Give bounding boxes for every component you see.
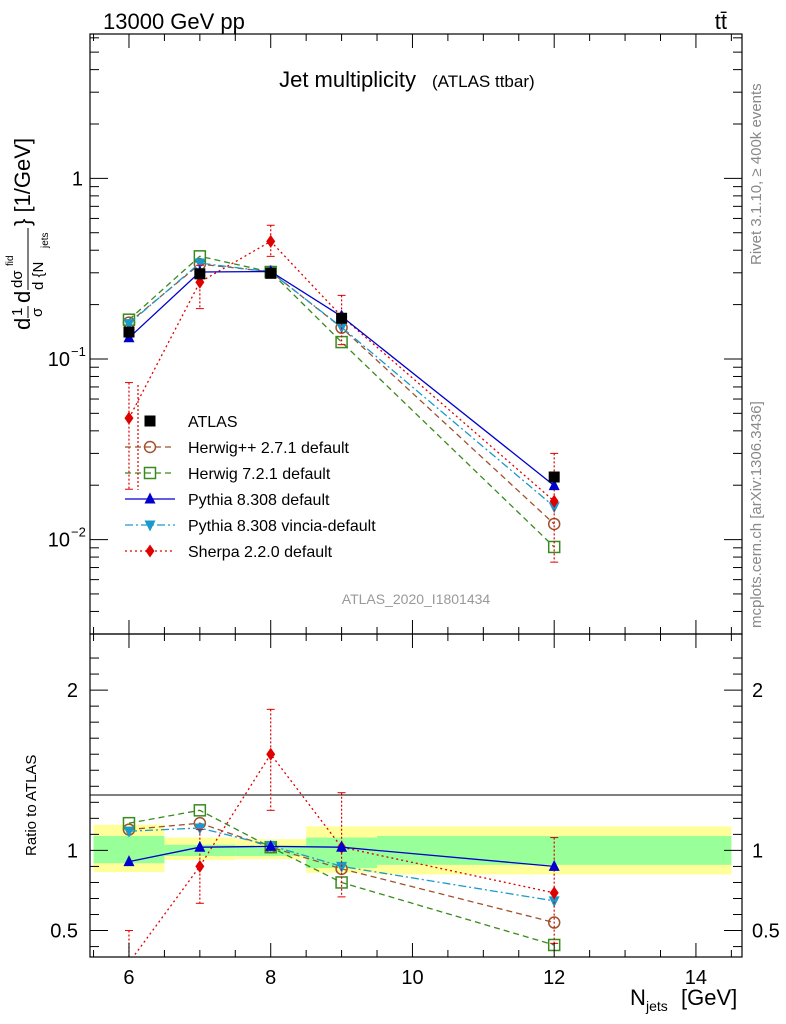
- y-tick-label: 2: [67, 680, 78, 702]
- point-pythia-8-308-vincia-default: [123, 319, 135, 331]
- ratio-frame: [89, 633, 743, 958]
- x-tick-label: 14: [685, 967, 707, 989]
- point-herwig-2-7-1-default: [547, 916, 561, 929]
- point-atlas: [194, 268, 206, 280]
- point-pythia-8-308-vincia-default: [336, 861, 348, 873]
- y-tick-label: 0.5: [50, 921, 78, 943]
- y-label-jets: jets: [40, 232, 51, 249]
- plot-subtitle: (ATLAS ttbar): [432, 72, 535, 91]
- point-sherpa-2-2-0-default: [549, 886, 559, 900]
- y-tick-label: 10: [48, 530, 70, 552]
- legend-marker-herwig-7-2-1-default: [143, 466, 157, 480]
- y-label-dsigma: dσ: [9, 270, 26, 288]
- plot-title: Jet multiplicity: [279, 67, 416, 92]
- x-label-n: N: [630, 985, 646, 1010]
- point-pythia-8-308-vincia-default: [123, 826, 135, 838]
- point-pythia-8-308-vincia-default: [194, 823, 206, 835]
- y-tick-exponent: −2: [71, 525, 86, 540]
- point-pythia-8-308-default: [336, 840, 348, 852]
- legend-label-herwig-7-2-1-default: Herwig 7.2.1 default: [188, 466, 331, 483]
- x-label-unit: [GeV]: [681, 985, 737, 1010]
- legend-marker-herwig-2-7-1-default: [143, 440, 157, 454]
- y-axis-title-main: d 1 σ d dσ fid d {N jets } [1/GeV]: [5, 138, 51, 330]
- y-label-unit: } [1/GeV]: [10, 138, 35, 226]
- legend-label-sherpa-2-2-0-default: Sherpa 2.2.0 default: [188, 544, 333, 561]
- y-label-d2: d: [10, 291, 35, 303]
- x-axis-title: N jets [GeV]: [630, 985, 737, 1014]
- point-herwig-7-2-1-default: [193, 804, 207, 817]
- x-label-jets: jets: [645, 998, 668, 1014]
- legend-marker-sherpa-2-2-0-default: [145, 544, 155, 558]
- legend-label-atlas: ATLAS: [188, 414, 238, 431]
- x-tick-label: 10: [401, 967, 423, 989]
- series-line-sherpa-2-2-0-default: [128, 240, 555, 502]
- point-atlas: [548, 471, 560, 483]
- y-tick-label-right: 0.5: [752, 921, 780, 943]
- rivet-label: Rivet 3.1.10, ≥ 400k events: [748, 83, 765, 265]
- legend-label-pythia-8-308-vincia-default: Pythia 8.308 vincia-default: [188, 518, 376, 535]
- point-pythia-8-308-default: [194, 840, 206, 852]
- y-tick-label-right: 1: [752, 840, 763, 862]
- point-sherpa-2-2-0-default: [266, 747, 276, 761]
- legend-label-herwig-2-7-1-default: Herwig++ 2.7.1 default: [188, 440, 350, 457]
- y-tick-label: 1: [67, 840, 78, 862]
- y-tick-label: 1: [72, 168, 83, 190]
- y-label-sigma: σ: [29, 307, 46, 317]
- x-tick-label: 6: [123, 967, 134, 989]
- point-pythia-8-308-vincia-default: [194, 258, 206, 270]
- point-sherpa-2-2-0-default: [266, 234, 276, 248]
- point-pythia-8-308-default: [548, 479, 560, 491]
- point-pythia-8-308-default: [123, 855, 135, 867]
- point-sherpa-2-2-0-default: [549, 494, 559, 508]
- point-sherpa-2-2-0-default: [195, 859, 205, 873]
- legend-marker-pythia-8-308-default: [144, 492, 156, 504]
- collision-label: 13000 GeV pp: [103, 9, 245, 34]
- y-label-one: 1: [9, 308, 26, 316]
- series-line-herwig-7-2-1-default: [128, 255, 555, 548]
- legend-marker-pythia-8-308-vincia-default: [144, 520, 156, 532]
- main-panel: 10 −210 −11: [48, 33, 743, 635]
- x-tick-label: 8: [265, 967, 276, 989]
- process-label: tt̄: [715, 9, 727, 34]
- legend: ATLAS Herwig++ 2.7.1 default Herwig 7.2.1 …: [125, 385, 376, 561]
- y-tick-exponent: −1: [71, 344, 86, 359]
- y-tick-label-right: 2: [752, 680, 763, 702]
- y-label-fid: fid: [5, 255, 16, 266]
- series-line-pythia-8-308-vincia-default: [128, 827, 555, 902]
- point-pythia-8-308-default: [548, 859, 560, 871]
- ratio-panel: 6 8 10 12 140.5 0.51 12 2: [50, 633, 780, 989]
- point-atlas: [123, 326, 135, 338]
- y-tick-label: 10: [48, 349, 70, 371]
- series-line-sherpa-2-2-0-default: [132, 753, 555, 957]
- legend-marker-atlas: [144, 415, 156, 427]
- x-tick-label: 12: [543, 967, 565, 989]
- y-label-d: d: [10, 318, 35, 330]
- mcplots-label: mcplots.cern.ch [arXiv:1306.3436]: [748, 401, 765, 628]
- analysis-id: ATLAS_2020_I1801434: [342, 591, 491, 607]
- y-axis-title-ratio: Ratio to ATLAS: [23, 755, 40, 856]
- point-pythia-8-308-default: [265, 839, 277, 851]
- point-sherpa-2-2-0-default: [124, 411, 134, 425]
- legend-label-pythia-8-308-default: Pythia 8.308 default: [188, 492, 330, 509]
- y-label-dn: d {N: [30, 262, 47, 290]
- point-atlas: [336, 312, 348, 324]
- point-atlas: [265, 267, 277, 279]
